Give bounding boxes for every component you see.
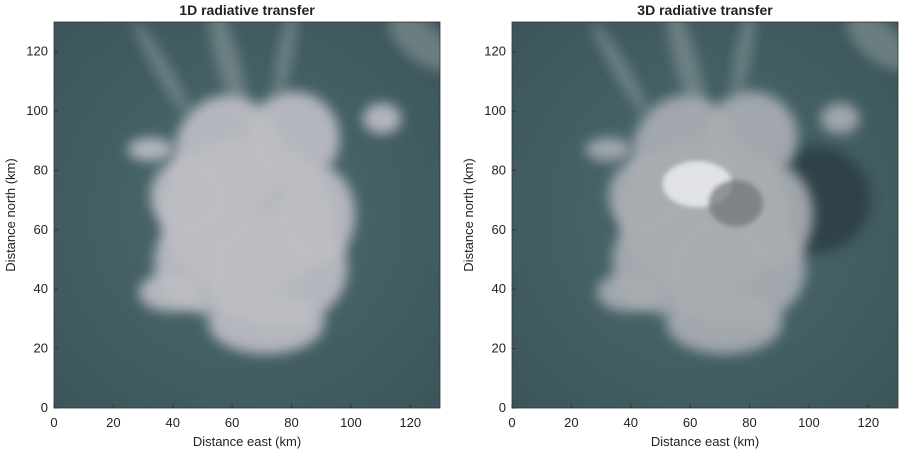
y-tick-label: 20 [492, 341, 506, 356]
axes-box [53, 21, 441, 409]
cloud [138, 272, 201, 312]
y-tick-label: 60 [492, 222, 506, 237]
cloud-top [708, 180, 763, 227]
x-tick-label: 80 [742, 415, 756, 430]
cloud-streak [732, 22, 755, 99]
y-tick-label: 40 [492, 281, 506, 296]
y-tick-label: 40 [34, 281, 48, 296]
x-axis-label: Distance east (km) [651, 434, 759, 449]
x-tick-label: 120 [857, 415, 879, 430]
y-axis-label: Distance north (km) [3, 158, 18, 271]
y-tick-label: 100 [26, 103, 48, 118]
cloud-streak [846, 22, 898, 71]
cloud-streak [274, 22, 297, 99]
cloud [127, 137, 174, 161]
cloud [596, 272, 659, 312]
x-tick-label: 40 [166, 415, 180, 430]
x-tick-label: 40 [624, 415, 638, 430]
y-tick-label: 120 [484, 44, 506, 59]
image-panel [54, 22, 440, 408]
x-tick-label: 0 [508, 415, 515, 430]
y-tick-label: 0 [41, 400, 48, 415]
x-axis-label: Distance east (km) [193, 434, 301, 449]
x-tick-label: 100 [798, 415, 820, 430]
x-tick-label: 100 [340, 415, 362, 430]
y-tick-label: 0 [499, 400, 506, 415]
cloud-streak [134, 22, 190, 116]
cloud [362, 103, 402, 134]
chart-title: 1D radiative transfer [179, 2, 315, 18]
cloud-streak [592, 22, 648, 116]
cloud [820, 103, 860, 134]
axes-box [511, 21, 899, 409]
y-tick-label: 100 [484, 103, 506, 118]
cloud [705, 91, 798, 185]
chart-title: 3D radiative transfer [637, 2, 773, 18]
cloud [666, 292, 783, 354]
y-tick-label: 120 [26, 44, 48, 59]
x-tick-label: 0 [50, 415, 57, 430]
y-tick-label: 80 [492, 162, 506, 177]
x-tick-label: 60 [225, 415, 239, 430]
y-axis-label: Distance north (km) [461, 158, 476, 271]
cloud [208, 292, 325, 354]
y-tick-label: 80 [34, 162, 48, 177]
cloud-streak [208, 22, 248, 121]
y-tick-label: 20 [34, 341, 48, 356]
x-tick-label: 20 [106, 415, 120, 430]
image-panel [512, 22, 898, 408]
cloud [585, 137, 632, 161]
x-tick-label: 120 [399, 415, 421, 430]
cloud [277, 164, 356, 266]
cloud [247, 91, 340, 185]
x-tick-label: 20 [564, 415, 578, 430]
x-tick-label: 60 [683, 415, 697, 430]
cloud-streak [388, 22, 440, 71]
x-tick-label: 80 [284, 415, 298, 430]
cloud [150, 157, 228, 235]
cloud-streak [666, 22, 706, 121]
y-tick-label: 60 [34, 222, 48, 237]
